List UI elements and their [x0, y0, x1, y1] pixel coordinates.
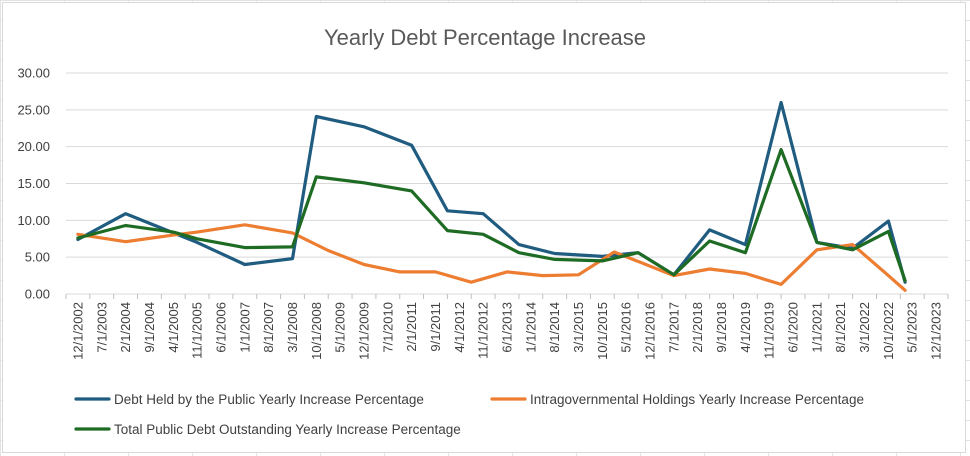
- x-tick-label: 7/1/2010: [380, 302, 395, 353]
- x-tick-label: 12/1/2002: [70, 302, 85, 360]
- x-tick-label: 5/1/2023: [905, 302, 920, 353]
- x-tick-label: 10/1/2008: [309, 302, 324, 360]
- x-tick-label: 4/1/2019: [738, 302, 753, 353]
- series-line-2: [76, 223, 907, 292]
- series-line-3: [76, 148, 907, 283]
- series-lines: [76, 100, 907, 292]
- x-tick-label: 3/1/2008: [285, 302, 300, 353]
- x-tick-label: 4/1/2005: [166, 302, 181, 353]
- x-tick-label: 9/1/2011: [428, 302, 443, 352]
- x-tick-label: 11/1/2012: [476, 302, 491, 359]
- x-tick-label: 9/1/2018: [714, 302, 729, 353]
- x-tick-label: 1/1/2007: [237, 302, 252, 353]
- chart-title: Yearly Debt Percentage Increase: [324, 25, 646, 50]
- x-tick-label: 11/1/2019: [762, 302, 777, 359]
- y-tick-label: 5.00: [25, 250, 50, 265]
- x-tick-label: 3/1/2022: [857, 302, 872, 353]
- y-tick-label: 0.00: [25, 287, 50, 302]
- legend: Debt Held by the Public Yearly Increase …: [74, 392, 864, 437]
- y-tick-label: 10.00: [17, 213, 50, 228]
- x-tick-label: 10/1/2022: [881, 302, 896, 360]
- series-line-1: [76, 100, 907, 284]
- x-tick-label: 8/1/2021: [833, 302, 848, 353]
- x-tick-label: 6/1/2020: [786, 302, 801, 353]
- x-tick-label: 5/1/2016: [619, 302, 634, 353]
- x-axis-ticks: 12/1/2002 7/1/2003 2/1/2004 9/1/2004 4/1/200…: [65, 294, 949, 360]
- x-tick-label: 1/1/2021: [809, 302, 824, 353]
- x-tick-label: 8/1/2007: [261, 302, 276, 353]
- x-tick-label: 1/1/2014: [523, 302, 538, 353]
- x-tick-label: 2/1/2018: [690, 302, 705, 353]
- x-tick-label: 10/1/2015: [595, 302, 610, 360]
- gridlines: [66, 72, 948, 295]
- y-tick-label: 25.00: [17, 102, 50, 117]
- x-tick-label: 6/1/2013: [500, 302, 515, 353]
- legend-label: Intragovernmental Holdings Yearly Increa…: [530, 392, 864, 407]
- x-tick-label: 7/1/2017: [666, 302, 681, 353]
- y-tick-label: 20.00: [17, 139, 50, 154]
- x-tick-label: 12/1/2009: [356, 302, 371, 360]
- y-tick-label: 15.00: [17, 176, 50, 191]
- x-tick-label: 5/1/2009: [333, 302, 348, 353]
- y-axis-ticks: 0.00 5.00 10.00 15.00 20.00 25.00 30.00: [17, 66, 50, 302]
- x-tick-label: 3/1/2015: [571, 302, 586, 353]
- x-tick-label: 8/1/2014: [547, 302, 562, 353]
- x-tick-label: 2/1/2004: [118, 302, 133, 353]
- x-tick-label: 2/1/2011: [404, 302, 419, 352]
- x-tick-label: 11/1/2005: [190, 302, 205, 359]
- x-tick-label: 4/1/2012: [452, 302, 467, 353]
- x-tick-label: 6/1/2006: [213, 302, 228, 353]
- legend-label: Total Public Debt Outstanding Yearly Inc…: [114, 422, 461, 437]
- x-tick-label: 12/1/2023: [929, 302, 944, 360]
- x-tick-label: 9/1/2004: [142, 302, 157, 353]
- x-tick-label: 7/1/2003: [94, 302, 109, 353]
- legend-label: Debt Held by the Public Yearly Increase …: [114, 392, 424, 407]
- x-tick-label: 12/1/2016: [643, 302, 658, 360]
- y-tick-label: 30.00: [17, 66, 50, 81]
